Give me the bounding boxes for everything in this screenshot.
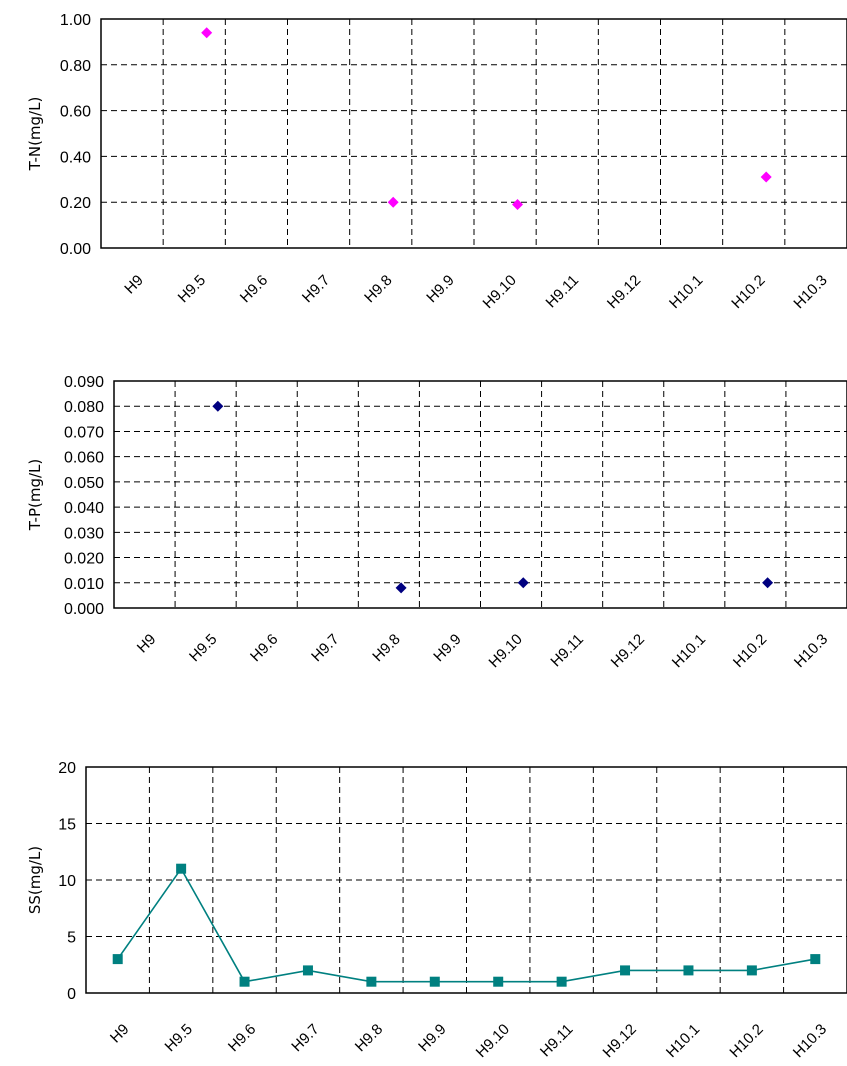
x-tick-label: H9.12 — [608, 631, 648, 671]
x-tick-label: H9.11 — [543, 272, 583, 312]
x-tick-label: H10.1 — [669, 631, 709, 671]
x-tick-label: H9.6 — [247, 631, 281, 665]
x-tick-label: H10.2 — [726, 1021, 766, 1061]
y-tick-label: 5 — [67, 930, 76, 947]
y-tick-label: 0.40 — [60, 149, 91, 166]
data-point — [387, 196, 399, 208]
x-tick-label: H9.9 — [430, 631, 464, 665]
x-tick-label: H9.6 — [237, 272, 271, 306]
x-tick-label: H9.8 — [352, 1021, 386, 1055]
series-line — [117, 867, 816, 983]
y-tick-label: 15 — [58, 817, 76, 834]
y-tick-label: 0.20 — [60, 195, 91, 212]
data-point — [746, 965, 757, 976]
y-axis-label: T-P(mg/L) — [26, 459, 44, 532]
x-tick-label: H10.1 — [663, 1021, 703, 1061]
x-tick-label: H9.6 — [225, 1021, 259, 1055]
data-point — [112, 954, 123, 965]
y-tick-label: 0.020 — [64, 551, 104, 568]
y-tick-label: 0.090 — [64, 374, 104, 391]
x-tick-label: H9.5 — [175, 272, 209, 306]
x-tick-label: H9 — [121, 272, 147, 298]
y-tick-label: 0 — [67, 986, 76, 1003]
y-axis-label: SS(mg/L) — [26, 846, 44, 914]
data-point — [239, 976, 250, 987]
x-tick-label: H10.3 — [791, 631, 831, 671]
y-tick-label: 0.070 — [64, 424, 104, 441]
x-tick-label: H9.11 — [547, 631, 587, 671]
x-tick-label: H9 — [134, 631, 160, 657]
y-tick-label: 0.010 — [64, 576, 104, 593]
y-tick-label: 0.060 — [64, 450, 104, 467]
x-tick-label: H9.11 — [537, 1021, 577, 1061]
y-tick-label: 0.60 — [60, 104, 91, 121]
x-tick-label: H9.5 — [162, 1021, 196, 1055]
x-tick-label: H10.1 — [666, 272, 706, 312]
y-tick-label: 10 — [58, 873, 76, 890]
x-tick-label: H9.7 — [288, 1021, 322, 1055]
y-tick-label: 0.000 — [64, 601, 104, 618]
y-tick-label: 0.80 — [60, 58, 91, 75]
data-point — [760, 171, 772, 183]
data-point — [762, 577, 774, 589]
data-point — [512, 198, 524, 210]
data-point — [810, 954, 821, 965]
data-point — [176, 863, 187, 874]
plot-frame — [113, 380, 847, 609]
data-point — [212, 400, 224, 412]
y-tick-label: 20 — [58, 760, 76, 777]
data-point — [517, 577, 529, 589]
y-tick-label: 0.080 — [64, 399, 104, 416]
x-tick-label: H9.12 — [600, 1021, 640, 1061]
data-point — [556, 976, 567, 987]
plot-frame — [85, 766, 847, 994]
x-tick-label: H9.10 — [480, 272, 520, 312]
x-tick-label: H9.7 — [299, 272, 333, 306]
data-point — [201, 27, 213, 39]
x-tick-label: H9.12 — [604, 272, 644, 312]
x-tick-label: H10.2 — [730, 631, 770, 671]
x-tick-label: H9.10 — [486, 631, 526, 671]
data-point — [366, 976, 377, 987]
x-tick-label: H10.2 — [728, 272, 768, 312]
x-tick-label: H10.3 — [790, 1021, 830, 1061]
y-tick-label: 0.030 — [64, 525, 104, 542]
x-tick-label: H9.7 — [308, 631, 342, 665]
data-point — [302, 965, 313, 976]
data-point — [683, 965, 694, 976]
data-point — [493, 976, 504, 987]
x-tick-label: H9.5 — [186, 631, 220, 665]
data-point — [620, 965, 631, 976]
y-tick-label: 1.00 — [60, 12, 91, 29]
plot-frame — [100, 18, 847, 249]
x-tick-label: H9.9 — [415, 1021, 449, 1055]
data-point — [429, 976, 440, 987]
y-tick-label: 0.040 — [64, 500, 104, 517]
x-tick-label: H9 — [107, 1021, 133, 1047]
x-tick-label: H9.10 — [473, 1021, 513, 1061]
y-tick-label: 0.050 — [64, 475, 104, 492]
y-tick-label: 0.00 — [60, 241, 91, 258]
data-point — [395, 582, 407, 594]
x-tick-label: H10.3 — [790, 272, 830, 312]
x-tick-label: H9.8 — [369, 631, 403, 665]
x-tick-label: H9.9 — [423, 272, 457, 306]
y-axis-label: T-N(mg/L) — [26, 97, 44, 172]
x-tick-label: H9.8 — [361, 272, 395, 306]
